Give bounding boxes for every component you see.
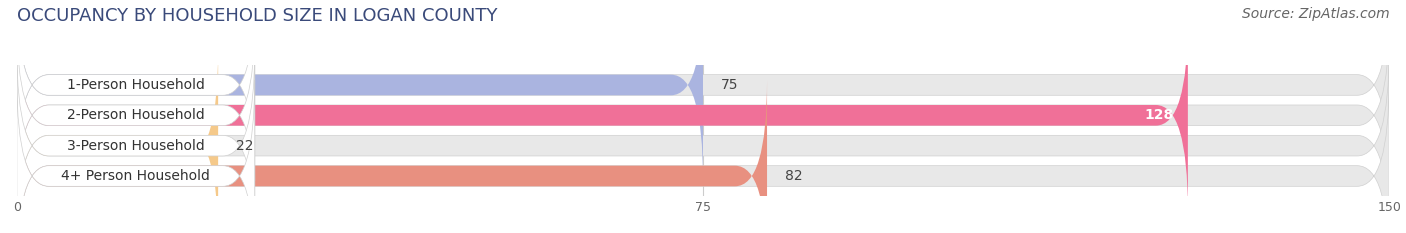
Text: Source: ZipAtlas.com: Source: ZipAtlas.com bbox=[1241, 7, 1389, 21]
FancyBboxPatch shape bbox=[17, 50, 254, 233]
Text: 4+ Person Household: 4+ Person Household bbox=[62, 169, 211, 183]
FancyBboxPatch shape bbox=[17, 80, 1389, 233]
Text: 3-Person Household: 3-Person Household bbox=[67, 139, 205, 153]
FancyBboxPatch shape bbox=[17, 80, 254, 233]
Text: 22: 22 bbox=[236, 139, 254, 153]
Text: 75: 75 bbox=[721, 78, 738, 92]
FancyBboxPatch shape bbox=[17, 0, 703, 181]
FancyBboxPatch shape bbox=[17, 19, 1188, 211]
FancyBboxPatch shape bbox=[17, 50, 218, 233]
FancyBboxPatch shape bbox=[17, 50, 1389, 233]
Text: 82: 82 bbox=[786, 169, 803, 183]
Text: OCCUPANCY BY HOUSEHOLD SIZE IN LOGAN COUNTY: OCCUPANCY BY HOUSEHOLD SIZE IN LOGAN COU… bbox=[17, 7, 498, 25]
FancyBboxPatch shape bbox=[17, 80, 768, 233]
FancyBboxPatch shape bbox=[17, 0, 254, 181]
FancyBboxPatch shape bbox=[17, 19, 254, 211]
FancyBboxPatch shape bbox=[17, 0, 1389, 181]
FancyBboxPatch shape bbox=[17, 19, 1389, 211]
Text: 2-Person Household: 2-Person Household bbox=[67, 108, 205, 122]
Text: 1-Person Household: 1-Person Household bbox=[67, 78, 205, 92]
Text: 128: 128 bbox=[1144, 108, 1174, 122]
